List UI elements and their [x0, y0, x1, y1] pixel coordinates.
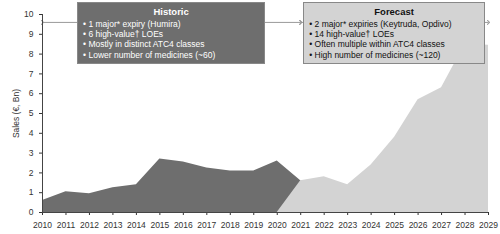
svg-text:4: 4 [29, 128, 34, 138]
svg-text:2023: 2023 [338, 220, 357, 230]
svg-text:2021: 2021 [291, 220, 310, 230]
html-text:Historic: Historic [153, 6, 189, 17]
html-text:• 2 major* expiries (Keytruda,: • 2 major* expiries (Keytruda, Opdivo) [309, 18, 452, 29]
html-text:• Often multiple within ATC4 c: • Often multiple within ATC4 classes [309, 39, 445, 50]
svg-text:3: 3 [29, 148, 34, 158]
svg-text:9: 9 [29, 29, 34, 39]
svg-text:Sales (€, Bn): Sales (€, Bn) [11, 89, 21, 138]
svg-text:2028: 2028 [456, 220, 475, 230]
svg-text:2024: 2024 [362, 220, 381, 230]
svg-text:7: 7 [29, 69, 34, 79]
svg-text:2019: 2019 [244, 220, 263, 230]
svg-text:2020: 2020 [268, 220, 287, 230]
svg-text:6: 6 [29, 88, 34, 98]
svg-text:2010: 2010 [33, 220, 52, 230]
svg-text:2022: 2022 [315, 220, 334, 230]
svg-text:2026: 2026 [409, 220, 428, 230]
svg-text:5: 5 [29, 108, 34, 118]
svg-text:2029: 2029 [479, 220, 498, 230]
svg-text:2: 2 [29, 168, 34, 178]
html-text:• 1 major* expiry (Humira): • 1 major* expiry (Humira) [83, 18, 181, 29]
html-text:• Lower number of medicines (~: • Lower number of medicines (~60) [83, 49, 216, 60]
svg-text:2025: 2025 [385, 220, 404, 230]
svg-text:2016: 2016 [174, 220, 193, 230]
svg-text:2027: 2027 [432, 220, 451, 230]
svg-text:0: 0 [29, 207, 34, 217]
svg-text:2013: 2013 [103, 220, 122, 230]
svg-text:2015: 2015 [150, 220, 169, 230]
svg-text:2017: 2017 [197, 220, 216, 230]
html-text:• Mostly in distinct ATC4 clas: • Mostly in distinct ATC4 classes [83, 39, 205, 50]
svg-text:2018: 2018 [221, 220, 240, 230]
svg-text:2012: 2012 [80, 220, 99, 230]
svg-text:8: 8 [29, 49, 34, 59]
svg-text:2011: 2011 [57, 220, 76, 230]
html-text:• 14 high-value† LOEs: • 14 high-value† LOEs [309, 28, 394, 39]
html-text:Forecast: Forecast [374, 6, 414, 17]
svg-text:2014: 2014 [127, 220, 146, 230]
svg-text:1: 1 [29, 187, 34, 197]
html-text:• 6 high-value† LOEs: • 6 high-value† LOEs [83, 28, 164, 39]
svg-text:10: 10 [24, 9, 34, 19]
html-text:• High number of medicines (~1: • High number of medicines (~120) [309, 49, 441, 60]
